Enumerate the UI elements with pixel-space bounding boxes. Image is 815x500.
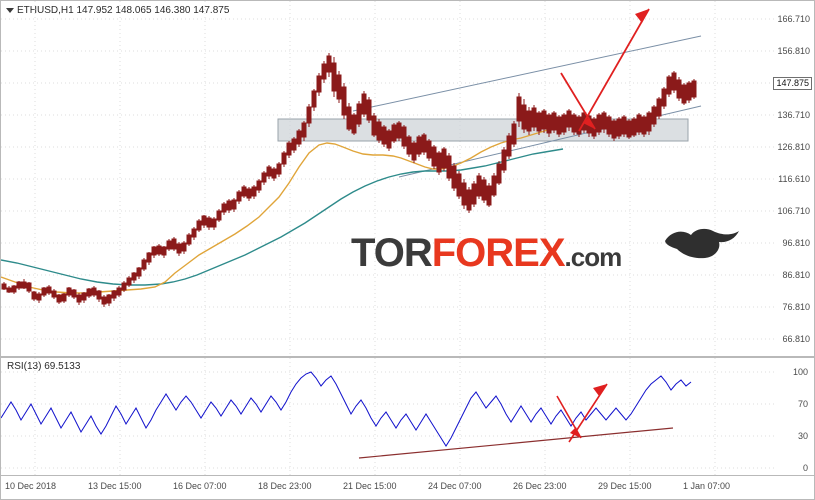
- ytick-label: 86.810: [782, 270, 810, 280]
- time-axis: 10 Dec 2018 13 Dec 15:00 16 Dec 07:00 18…: [0, 476, 815, 500]
- ytick-label: 96.810: [782, 238, 810, 248]
- ytick-label: 126.810: [777, 142, 810, 152]
- watermark-text: TORFOREX.com: [351, 231, 623, 276]
- rsi-line: [1, 371, 692, 447]
- price-gridlines: [1, 1, 774, 356]
- triangle-down-icon[interactable]: [6, 8, 14, 13]
- watermark: TORFOREX.com: [351, 228, 751, 291]
- xtick-label: 24 Dec 07:00: [428, 481, 482, 491]
- bull-head-icon: [665, 228, 739, 259]
- rsi-trendline: [358, 427, 674, 459]
- xtick-label: 1 Jan 07:00: [683, 481, 731, 491]
- rsi-gridlines: [1, 358, 774, 475]
- price-plot-svg: [1, 1, 774, 356]
- ytick-label: 156.810: [777, 46, 810, 56]
- xtick-label: 29 Dec 15:00: [598, 481, 652, 491]
- xtick-label: 26 Dec 23:00: [513, 481, 567, 491]
- symbol-ohlc-header: ETHUSD,H1 147.952 148.065 146.380 147.87…: [17, 5, 230, 16]
- rsi-ytick-label: 70: [797, 399, 808, 409]
- xtick-label: 10 Dec 2018: [5, 481, 57, 491]
- price-plot: TORFOREX.com: [1, 1, 814, 356]
- rsi-forecast-arrows: [556, 383, 608, 443]
- rsi-ytick-label: 30: [797, 431, 808, 441]
- ytick-label: 136.710: [777, 110, 810, 120]
- current-price-tag: 147.875: [773, 77, 812, 90]
- xtick-label: 18 Dec 23:00: [258, 481, 312, 491]
- ytick-label: 116.610: [778, 174, 810, 184]
- ytick-label: 166.710: [777, 14, 810, 24]
- rsi-ytick-label: 100: [792, 367, 808, 377]
- xtick-label: 16 Dec 07:00: [173, 481, 227, 491]
- price-pane: ETHUSD,H1 147.952 148.065 146.380 147.87…: [0, 0, 815, 357]
- ytick-label: 66.810: [782, 334, 810, 344]
- watermark-part2: FOREX: [431, 231, 566, 275]
- forecast-arrows: [560, 8, 650, 132]
- rsi-ytick-label: 0: [802, 463, 808, 473]
- ytick-label: 76.810: [782, 302, 810, 312]
- rsi-label: RSI(13) 69.5133: [7, 361, 81, 372]
- candlestick-series: [1, 53, 697, 307]
- ytick-label: 106.710: [777, 206, 810, 216]
- ma-slow-line: [1, 148, 564, 286]
- rsi-plot-svg: [1, 358, 774, 475]
- watermark-part3: .com: [564, 242, 623, 272]
- watermark-part1: TOR: [351, 231, 433, 275]
- xtick-label: 13 Dec 15:00: [88, 481, 142, 491]
- rsi-plot: [1, 358, 814, 475]
- xtick-label: 21 Dec 15:00: [343, 481, 397, 491]
- rsi-pane: RSI(13) 69.5133: [0, 357, 815, 476]
